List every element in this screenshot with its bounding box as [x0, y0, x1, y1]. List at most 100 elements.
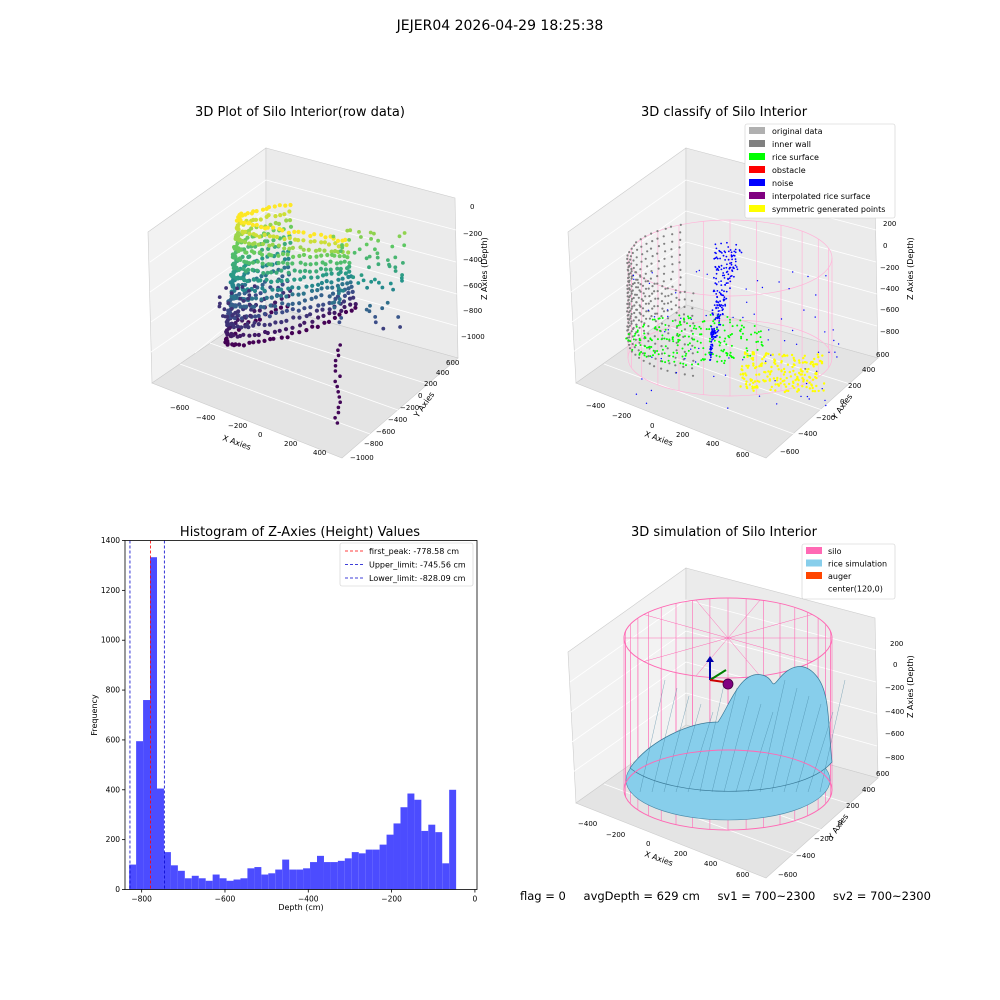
noise-point: [647, 309, 650, 311]
rice-point: [682, 317, 685, 320]
histogram-bar: [400, 807, 408, 890]
rice-point: [672, 355, 675, 358]
wall-point: [633, 346, 636, 349]
raw-point: [310, 324, 315, 329]
raw-point: [303, 262, 308, 267]
raw-point: [225, 314, 230, 319]
symmetric-point: [791, 384, 794, 388]
wall-point: [682, 365, 685, 368]
wall-point: [670, 308, 673, 311]
wall-point: [661, 285, 664, 288]
wall-point: [670, 248, 673, 251]
raw-point: [391, 287, 395, 292]
histogram-bar: [372, 849, 380, 890]
raw-point: [257, 317, 262, 322]
raw-point: [273, 310, 278, 315]
raw-point: [331, 234, 336, 239]
rice-point: [736, 324, 739, 327]
noise-point: [783, 340, 786, 342]
noise-point: [714, 329, 716, 332]
rice-point: [755, 332, 758, 335]
raw-point: [252, 241, 257, 246]
symmetric-point: [785, 376, 788, 380]
histogram-bar: [442, 863, 450, 890]
z-tick-label: 0: [883, 242, 887, 250]
wall-point: [639, 313, 642, 316]
raw-point: [347, 260, 352, 266]
chart-title: Histogram of Z-Axies (Height) Values: [180, 525, 420, 540]
legend-swatch: [749, 127, 765, 134]
noise-point: [716, 317, 719, 320]
rice-point: [638, 339, 641, 342]
raw-point: [316, 303, 321, 308]
noise-point: [712, 338, 715, 340]
raw-point: [341, 288, 346, 293]
raw-point: [230, 273, 235, 278]
rice-point: [643, 336, 646, 338]
y-tick-label: −400: [798, 430, 817, 438]
raw-point: [260, 256, 265, 261]
rice-point: [757, 340, 759, 343]
histogram-bar: [421, 830, 429, 890]
wall-point: [635, 263, 638, 266]
noise-point: [727, 282, 729, 284]
raw-point: [326, 242, 332, 247]
rice-point: [760, 341, 763, 344]
raw-point: [336, 272, 341, 276]
symmetric-point: [769, 388, 772, 391]
noise-point: [730, 261, 733, 264]
rice-point: [695, 327, 698, 330]
y-tick-label: 800: [106, 686, 121, 695]
raw-point: [280, 310, 285, 315]
raw-point: [338, 266, 343, 271]
raw-point: [334, 261, 339, 266]
raw-point: [269, 270, 274, 275]
wall-point: [641, 307, 645, 310]
noise-point: [653, 316, 656, 318]
raw-point: [319, 253, 324, 258]
rice-point: [718, 355, 721, 358]
noise-point: [758, 395, 761, 397]
raw-point: [256, 242, 261, 247]
rice-point: [732, 357, 735, 359]
rice-point: [723, 329, 726, 332]
wall-point: [660, 367, 663, 370]
wall-point: [671, 285, 674, 288]
raw-point: [324, 272, 329, 277]
symmetric-point: [758, 373, 761, 376]
raw-point: [273, 300, 278, 305]
raw-point: [336, 353, 341, 358]
raw-point: [217, 295, 222, 299]
histogram-bars: [129, 557, 457, 890]
noise-point: [732, 316, 734, 319]
raw-point: [337, 312, 342, 317]
z-tick-label: 200: [890, 640, 903, 648]
noise-point: [727, 273, 730, 276]
rice-point: [730, 356, 733, 359]
raw-point: [314, 261, 319, 266]
histogram-bar: [449, 789, 457, 890]
raw-point: [310, 319, 315, 324]
symmetric-point: [811, 386, 814, 390]
wall-point: [628, 336, 631, 339]
noise-point: [806, 395, 809, 398]
wall-point: [628, 324, 631, 327]
legend-label: Lower_limit: -828.09 cm: [369, 574, 466, 583]
rice-point: [715, 354, 718, 357]
z-axis-label: Z Axies (Depth): [480, 237, 489, 300]
wall-point: [627, 269, 630, 272]
symmetric-point: [782, 373, 786, 376]
symmetric-point: [741, 368, 744, 372]
wall-point: [639, 290, 642, 293]
raw-point: [388, 281, 393, 286]
rice-point: [696, 340, 699, 343]
raw-point: [324, 279, 329, 284]
raw-point: [330, 285, 335, 290]
noise-point: [717, 310, 720, 312]
raw-point: [246, 254, 251, 260]
rice-point: [677, 340, 680, 343]
raw-point: [274, 270, 279, 275]
wall-point: [629, 258, 632, 261]
rice-point: [625, 337, 628, 340]
rice-point: [677, 335, 680, 338]
